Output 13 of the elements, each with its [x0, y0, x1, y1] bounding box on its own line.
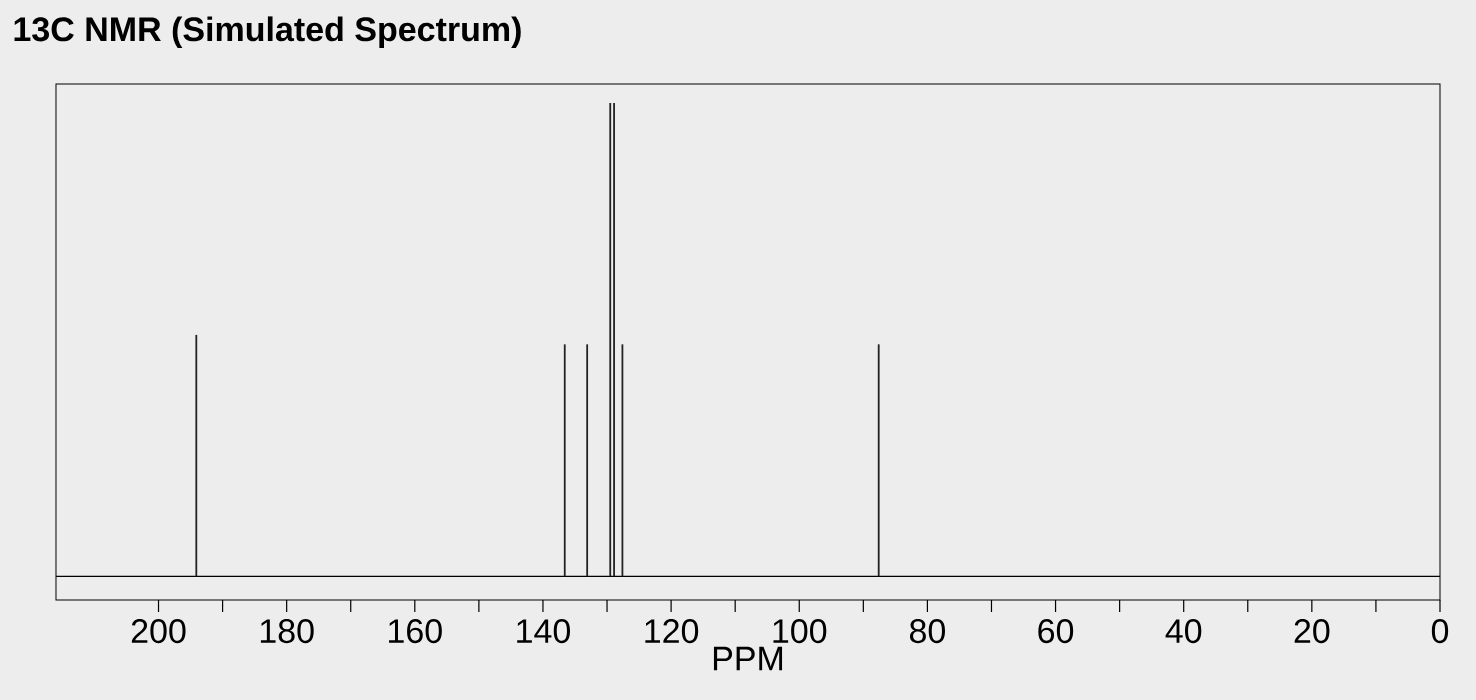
- x-tick-label: 160: [389, 619, 442, 644]
- chart-title: 13C NMR (Simulated Spectrum): [14, 16, 521, 49]
- x-tick-label: 40: [1165, 619, 1202, 644]
- x-tick-label: 100: [773, 619, 827, 644]
- x-tick-label: 120: [645, 619, 699, 644]
- x-tick-label: 180: [260, 619, 314, 644]
- x-tick-label: 200: [131, 619, 186, 644]
- x-tick-label: 0: [1431, 619, 1449, 644]
- x-tick-label: 20: [1294, 619, 1330, 644]
- x-tick-label: 80: [909, 619, 945, 644]
- x-axis-title: PPM: [713, 646, 783, 671]
- x-tick-label: 140: [517, 619, 570, 644]
- x-tick-label: 60: [1038, 619, 1074, 644]
